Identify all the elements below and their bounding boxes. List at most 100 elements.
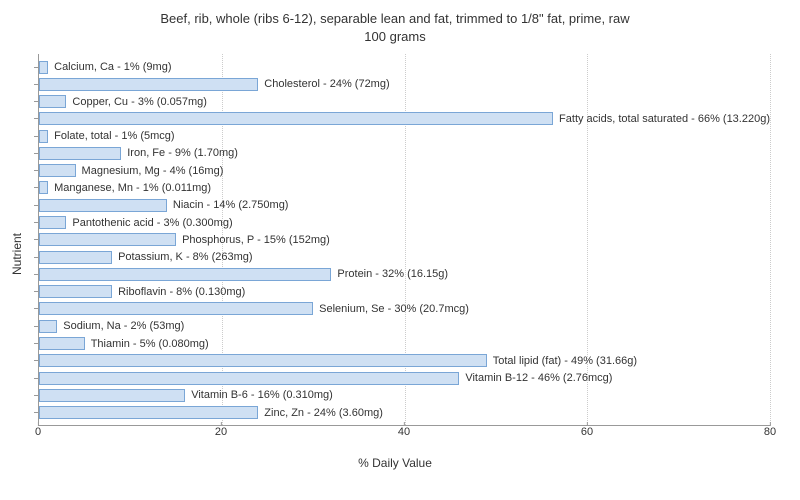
bar — [39, 285, 112, 298]
bar — [39, 268, 331, 281]
bar-label: Fatty acids, total saturated - 66% (13.2… — [559, 113, 770, 125]
y-tick — [34, 153, 39, 154]
bar-label: Folate, total - 1% (5mcg) — [54, 130, 174, 142]
bar-row: Vitamin B-6 - 16% (0.310mg) — [39, 388, 770, 402]
bar-label: Calcium, Ca - 1% (9mg) — [54, 61, 171, 73]
bar-row: Phosphorus, P - 15% (152mg) — [39, 233, 770, 247]
bars-group: Calcium, Ca - 1% (9mg) Cholesterol - 24% … — [39, 58, 770, 421]
bar — [39, 233, 176, 246]
y-tick — [34, 257, 39, 258]
bar-row: Zinc, Zn - 24% (3.60mg) — [39, 406, 770, 420]
bar — [39, 78, 258, 91]
bar — [39, 216, 66, 229]
bar-label: Sodium, Na - 2% (53mg) — [63, 320, 184, 332]
bar — [39, 302, 313, 315]
bar-row: Riboflavin - 8% (0.130mg) — [39, 285, 770, 299]
y-axis-label: Nutrient — [10, 54, 28, 454]
bar-row: Copper, Cu - 3% (0.057mg) — [39, 95, 770, 109]
bar-row: Thiamin - 5% (0.080mg) — [39, 337, 770, 351]
bar-label: Copper, Cu - 3% (0.057mg) — [72, 96, 207, 108]
bar-label: Cholesterol - 24% (72mg) — [264, 78, 389, 90]
bar — [39, 112, 553, 125]
x-tick: 60 — [581, 426, 593, 438]
bar-label: Iron, Fe - 9% (1.70mg) — [127, 147, 238, 159]
title-line2: 100 grams — [364, 29, 425, 44]
x-tick: 20 — [215, 426, 227, 438]
bar-row: Manganese, Mn - 1% (0.011mg) — [39, 181, 770, 195]
y-tick — [34, 291, 39, 292]
y-tick — [34, 274, 39, 275]
bar-label: Vitamin B-12 - 46% (2.76mcg) — [465, 372, 612, 384]
bar — [39, 181, 48, 194]
plot-area: Calcium, Ca - 1% (9mg) Cholesterol - 24% … — [38, 54, 770, 426]
y-tick — [34, 205, 39, 206]
bar-row: Calcium, Ca - 1% (9mg) — [39, 60, 770, 74]
x-tick: 40 — [398, 426, 410, 438]
bar-row: Folate, total - 1% (5mcg) — [39, 129, 770, 143]
bar-row: Niacin - 14% (2.750mg) — [39, 198, 770, 212]
bar-row: Selenium, Se - 30% (20.7mcg) — [39, 302, 770, 316]
bar-label: Protein - 32% (16.15g) — [337, 268, 448, 280]
bar-row: Pantothenic acid - 3% (0.300mg) — [39, 216, 770, 230]
chart-title: Beef, rib, whole (ribs 6-12), separable … — [10, 10, 780, 46]
x-axis: 020406080 — [38, 426, 770, 454]
bar — [39, 130, 48, 143]
x-tick: 80 — [764, 426, 776, 438]
bar-row: Sodium, Na - 2% (53mg) — [39, 319, 770, 333]
bar — [39, 389, 185, 402]
y-tick — [34, 187, 39, 188]
bar — [39, 95, 66, 108]
bar-row: Vitamin B-12 - 46% (2.76mcg) — [39, 371, 770, 385]
bar-row: Cholesterol - 24% (72mg) — [39, 77, 770, 91]
x-axis-label: % Daily Value — [10, 456, 780, 470]
bar-row: Fatty acids, total saturated - 66% (13.2… — [39, 112, 770, 126]
bar-row: Iron, Fe - 9% (1.70mg) — [39, 146, 770, 160]
bar-label: Total lipid (fat) - 49% (31.66g) — [493, 355, 637, 367]
y-tick — [34, 308, 39, 309]
bar — [39, 354, 487, 367]
bar-label: Selenium, Se - 30% (20.7mcg) — [319, 303, 469, 315]
y-tick — [34, 326, 39, 327]
bar-label: Potassium, K - 8% (263mg) — [118, 251, 253, 263]
y-tick — [34, 412, 39, 413]
bar — [39, 147, 121, 160]
y-tick — [34, 84, 39, 85]
x-tick: 0 — [35, 426, 41, 438]
bar-row: Total lipid (fat) - 49% (31.66g) — [39, 354, 770, 368]
bar-label: Pantothenic acid - 3% (0.300mg) — [72, 217, 232, 229]
bar-label: Zinc, Zn - 24% (3.60mg) — [264, 407, 383, 419]
y-tick — [34, 136, 39, 137]
bar — [39, 251, 112, 264]
y-tick — [34, 101, 39, 102]
y-tick — [34, 67, 39, 68]
bar — [39, 320, 57, 333]
bar — [39, 199, 167, 212]
bar-row: Protein - 32% (16.15g) — [39, 267, 770, 281]
bar-row: Potassium, K - 8% (263mg) — [39, 250, 770, 264]
y-tick — [34, 395, 39, 396]
bar-label: Thiamin - 5% (0.080mg) — [91, 338, 209, 350]
bar-label: Riboflavin - 8% (0.130mg) — [118, 286, 245, 298]
chart-container: Beef, rib, whole (ribs 6-12), separable … — [0, 0, 800, 500]
chart-body: Nutrient Calcium, Ca - 1% (9mg) Cholester… — [10, 54, 780, 454]
bar — [39, 337, 85, 350]
bar-label: Manganese, Mn - 1% (0.011mg) — [54, 182, 211, 194]
bar-label: Niacin - 14% (2.750mg) — [173, 199, 289, 211]
plot: Calcium, Ca - 1% (9mg) Cholesterol - 24% … — [34, 54, 780, 454]
y-tick — [34, 222, 39, 223]
bar-label: Phosphorus, P - 15% (152mg) — [182, 234, 330, 246]
bar-row: Magnesium, Mg - 4% (16mg) — [39, 164, 770, 178]
y-tick — [34, 360, 39, 361]
bar — [39, 164, 76, 177]
y-tick — [34, 343, 39, 344]
bar — [39, 406, 258, 419]
y-tick — [34, 170, 39, 171]
y-tick — [34, 239, 39, 240]
grid-line — [770, 54, 771, 425]
bar-label: Magnesium, Mg - 4% (16mg) — [82, 165, 224, 177]
y-tick — [34, 118, 39, 119]
bar — [39, 61, 48, 74]
bar — [39, 372, 459, 385]
title-line1: Beef, rib, whole (ribs 6-12), separable … — [160, 11, 629, 26]
y-tick — [34, 378, 39, 379]
